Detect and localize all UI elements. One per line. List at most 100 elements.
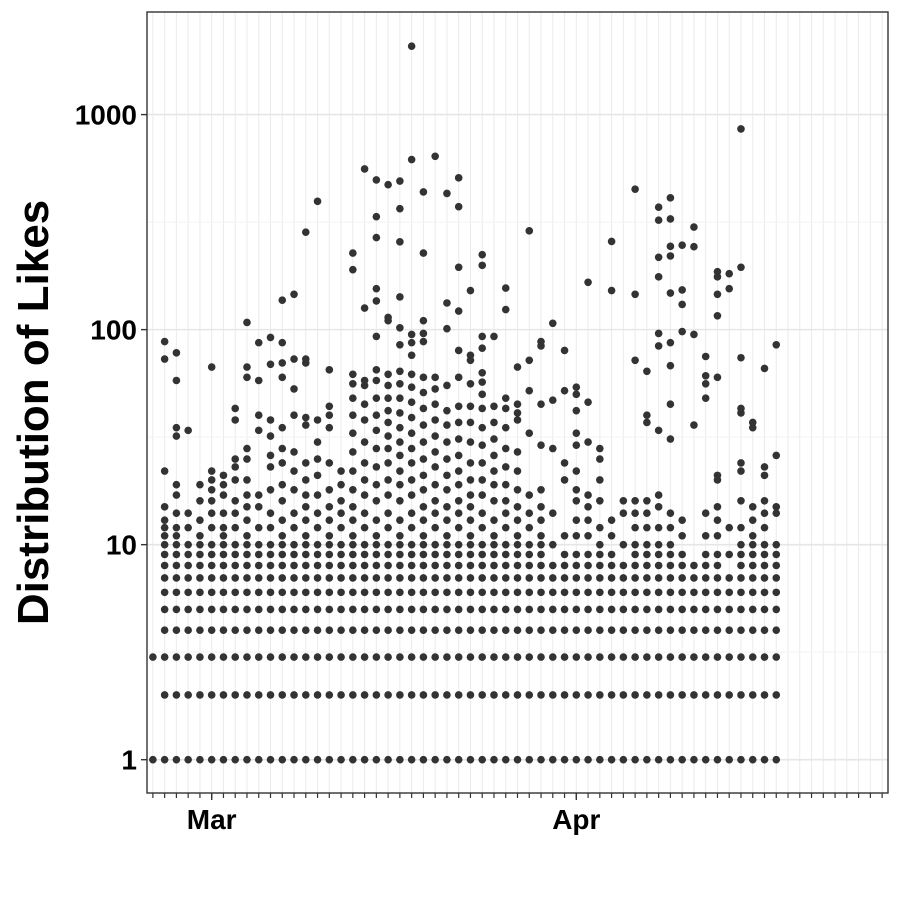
data-point [513,605,522,614]
y-tick-label: 100 [90,315,137,346]
data-point [196,516,204,524]
data-point [737,125,745,133]
data-point [490,653,498,661]
data-point [748,626,757,635]
data-points [149,42,781,764]
data-point [372,755,381,764]
data-point [301,626,310,635]
data-point [407,588,416,597]
data-point [772,588,781,597]
data-point [760,588,769,597]
data-point [501,561,510,570]
data-point [454,626,463,635]
data-point [631,550,639,559]
data-point [384,523,392,532]
data-point [560,550,569,559]
data-point [278,496,287,505]
data-point [325,588,334,597]
data-point [466,540,475,549]
data-point [349,394,357,402]
data-point [584,550,592,559]
data-point [407,523,416,532]
data-point [454,307,463,315]
data-point [737,605,745,614]
data-point [396,177,404,185]
data-point [584,516,592,524]
data-point [396,588,404,597]
data-point [643,550,651,559]
data-point [760,561,769,570]
data-point [596,588,604,597]
data-point [360,438,369,446]
data-point [654,626,663,635]
data-point [278,423,287,432]
data-point [713,311,722,320]
data-point [384,444,392,453]
data-point [313,455,322,463]
data-point [666,605,675,614]
data-point [360,523,369,532]
data-point [419,337,428,346]
data-point [713,531,722,540]
data-point [360,653,369,661]
data-point [290,509,298,518]
data-point [384,406,392,415]
data-point [337,540,345,549]
data-point [466,588,475,597]
data-point [231,509,240,518]
data-point [407,383,416,391]
data-point [396,341,404,349]
data-point [772,502,781,511]
data-point [760,496,769,505]
data-point [643,523,651,532]
data-point [490,418,498,427]
data-point [407,476,416,484]
data-point [607,691,616,699]
data-point [631,755,639,764]
data-point [396,480,404,489]
data-point [537,561,545,570]
data-point [666,574,675,582]
data-point [372,540,381,549]
data-point [666,755,675,764]
data-point [454,451,463,460]
data-point [372,176,381,184]
data-point [772,755,781,764]
data-point [466,438,475,446]
data-point [396,467,404,475]
data-point [772,540,781,549]
data-point [607,755,616,764]
data-point [631,509,639,518]
data-point [172,491,181,499]
data-point [290,523,298,532]
data-point [548,396,557,404]
data-point [407,351,416,360]
data-point [643,509,651,518]
data-point [160,691,169,699]
data-point [748,561,757,570]
data-point [701,352,710,361]
data-point [748,755,757,764]
data-point [419,455,428,463]
data-point [713,588,722,597]
data-point [537,485,545,494]
data-point [184,755,192,764]
data-point [349,429,357,437]
data-point [207,523,216,532]
data-point [596,755,604,764]
data-point [454,373,463,382]
data-point [619,755,628,764]
data-point [396,755,404,764]
data-point [290,653,298,661]
data-point [772,691,781,699]
data-point [466,418,475,427]
data-point [725,691,734,699]
data-point [466,561,475,570]
y-axis-title: Distribution of Likes [9,200,58,625]
data-point [737,550,745,559]
data-point [584,653,592,661]
data-point [501,496,510,505]
data-point [290,605,298,614]
data-point [419,421,428,429]
data-point [478,390,487,399]
